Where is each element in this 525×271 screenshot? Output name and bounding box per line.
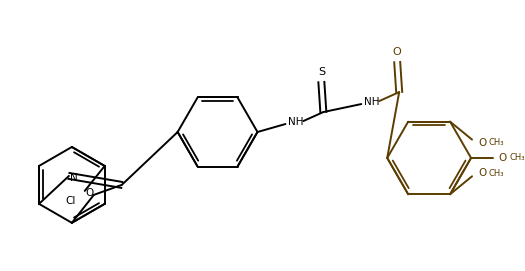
Text: O: O — [393, 47, 402, 57]
Text: O: O — [86, 188, 94, 198]
Text: CH₃: CH₃ — [488, 169, 504, 178]
Text: O: O — [499, 153, 507, 163]
Text: Cl: Cl — [66, 196, 76, 206]
Text: S: S — [318, 67, 325, 77]
Text: NH: NH — [288, 117, 303, 127]
Text: CH₃: CH₃ — [488, 138, 504, 147]
Text: N: N — [70, 173, 78, 183]
Text: NH: NH — [363, 97, 379, 107]
Text: CH₃: CH₃ — [509, 153, 524, 162]
Text: O: O — [478, 138, 486, 148]
Text: O: O — [478, 168, 486, 178]
